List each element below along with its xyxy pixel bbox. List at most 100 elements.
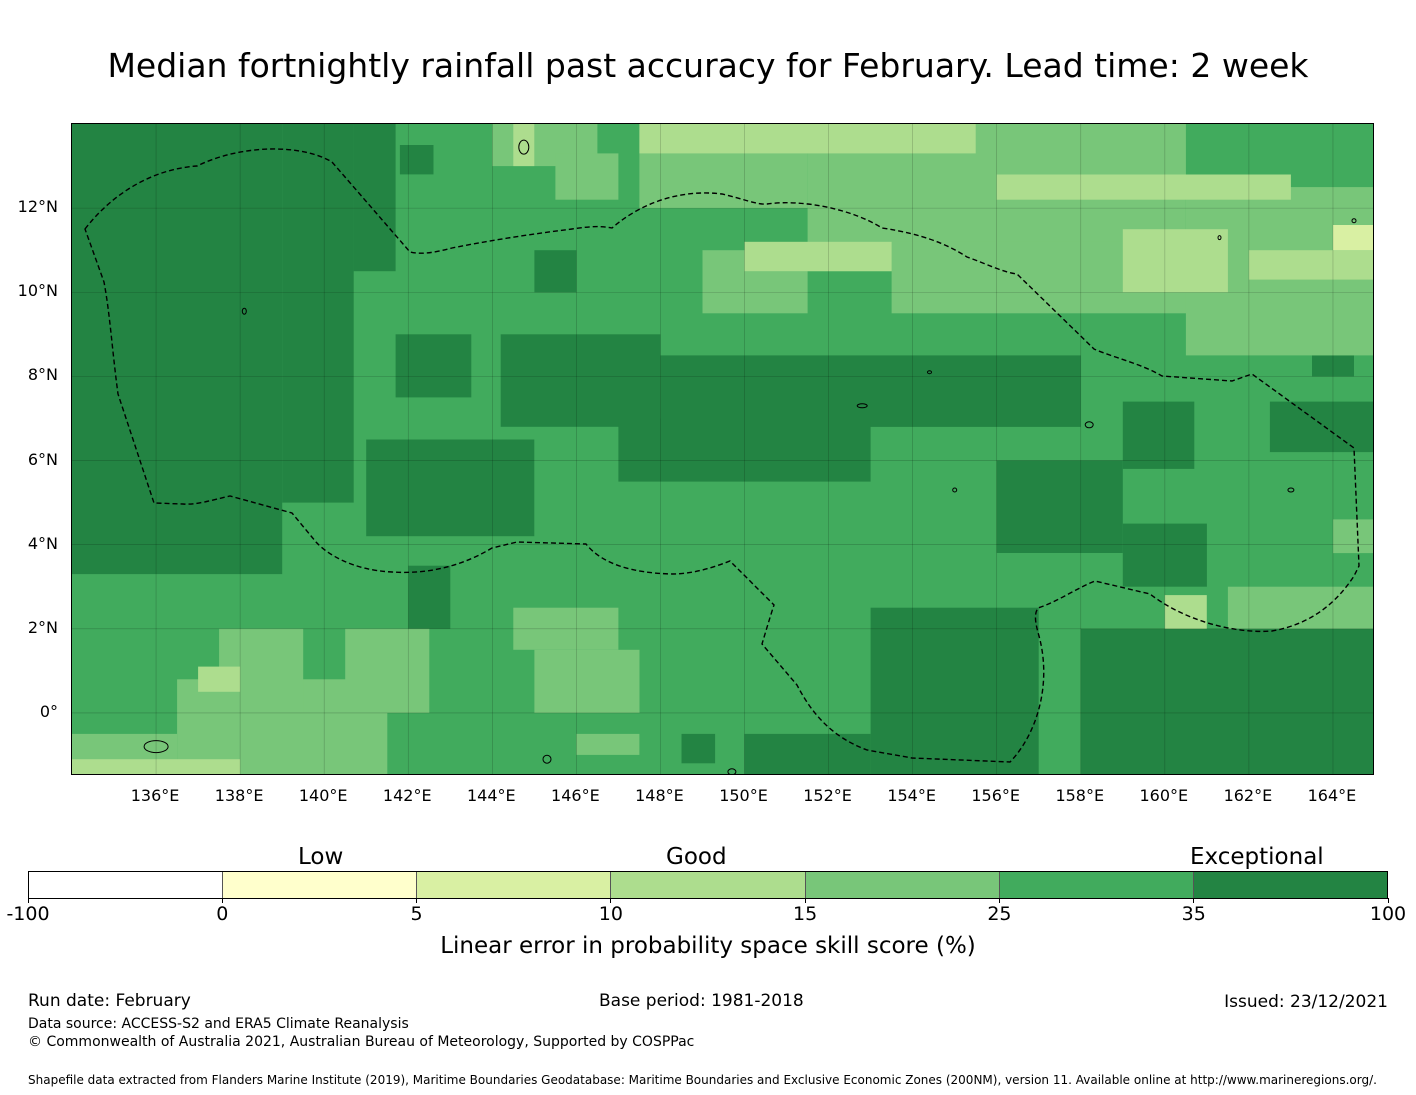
grid-patch-15 (744, 733, 871, 774)
island-outline-11 (952, 487, 958, 493)
map-title: Median fortnightly rainfall past accurac… (107, 46, 1309, 85)
colorbar-segment-6 (1193, 872, 1387, 898)
colorbar-tick-mark (1387, 898, 1389, 903)
colorbar-tick-mark (804, 898, 806, 903)
colorbar-segment-0 (29, 872, 224, 898)
island-outline-7 (727, 768, 737, 774)
grid-patch-26 (555, 153, 619, 200)
island-outline-8 (143, 740, 169, 754)
lon-label: 156°E (971, 786, 1021, 805)
grid-patch-6 (366, 439, 535, 537)
grid-patch-14 (1080, 628, 1373, 774)
grid-patch-12 (408, 565, 451, 629)
colorbar-segment-3 (611, 872, 806, 898)
eez-boundary-line (84, 148, 1360, 763)
grid-patch-17 (399, 145, 434, 175)
colorbar-tick-mark (221, 898, 223, 903)
colorbar-tick-label: 5 (410, 903, 423, 925)
grid-patch-42 (72, 759, 241, 774)
colorbar-tick-mark (1193, 898, 1195, 903)
lon-label: 142°E (382, 786, 432, 805)
colorbar-tick-mark (27, 898, 29, 903)
grid-patch-16 (534, 250, 577, 293)
colorbar-segment-1 (223, 872, 418, 898)
colorbar-segment-5 (999, 872, 1194, 898)
grid-patch-34 (1227, 586, 1373, 629)
grid-patch-33 (576, 733, 640, 755)
grid-patch-11 (1269, 401, 1373, 453)
colorbar-tick-label: -100 (6, 903, 50, 925)
grid-patch-31 (513, 607, 619, 650)
lon-label: 150°E (719, 786, 768, 805)
class-label-low: Low (298, 844, 344, 870)
lat-label: 12°N (17, 197, 58, 217)
class-label-good: Good (666, 844, 727, 870)
colorbar-tick-mark (998, 898, 1000, 903)
colorbar-tick-label: 25 (987, 903, 1012, 925)
lat-label: 2°N (27, 617, 58, 637)
grid-patch-38 (996, 174, 1291, 200)
grid-patch-43 (198, 666, 241, 692)
lon-label: 138°E (214, 786, 264, 805)
grid-patch-45 (1333, 225, 1373, 251)
colorbar-tick-mark (610, 898, 612, 903)
shapefile-credit: Shapefile data extracted from Flanders M… (28, 1073, 1377, 1087)
island-outline-2 (927, 370, 932, 375)
graticule-lines (72, 124, 1373, 774)
grid-patch-41 (513, 124, 535, 167)
grid-patch-1 (282, 124, 354, 503)
colorbar-tick-label: 0 (216, 903, 229, 925)
lat-label: 10°N (17, 281, 58, 301)
grid-patch-8 (996, 460, 1123, 553)
class-label-exceptional: Exceptional (1190, 844, 1324, 870)
grid-patch-30 (345, 628, 430, 713)
grid-patch-40 (1248, 250, 1373, 280)
lon-label: 162°E (1223, 786, 1273, 805)
colorbar-tick-label: 10 (598, 903, 623, 925)
copyright: © Commonwealth of Australia 2021, Austra… (28, 1034, 695, 1050)
data-source: Data source: ACCESS-S2 and ERA5 Climate … (28, 1016, 409, 1032)
lon-label: 152°E (803, 786, 852, 805)
map-canvas (72, 124, 1373, 774)
grid-patch-2 (353, 124, 396, 272)
grid-patch-9 (1122, 401, 1195, 469)
grid-patch-36 (639, 124, 976, 154)
grid-patch-7 (618, 418, 871, 482)
grid-patch-44 (1164, 595, 1207, 629)
grid-patch-35 (1333, 519, 1373, 554)
lon-label: 140°E (298, 786, 348, 805)
grid-patch-10 (1122, 523, 1207, 587)
lon-label: 158°E (1055, 786, 1105, 805)
island-outline-10 (1217, 235, 1222, 241)
issued-date: Issued: 23/12/2021 (1224, 992, 1388, 1012)
island-outline-1 (241, 307, 247, 315)
island-outline-4 (1084, 421, 1094, 429)
island-outline-5 (1287, 487, 1295, 493)
lon-label: 148°E (635, 786, 684, 805)
colorbar-tick-label: 15 (793, 903, 818, 925)
run-date: Run date: February (28, 991, 191, 1011)
lat-label: 8°N (27, 365, 58, 385)
island-outline-3 (856, 403, 868, 409)
lon-label: 144°E (466, 786, 516, 805)
skill-grid-cells (72, 124, 1373, 774)
lon-label: 160°E (1139, 786, 1189, 805)
lat-label: 0° (39, 701, 58, 721)
grid-patch-39 (1122, 229, 1228, 293)
grid-patch-18 (681, 733, 716, 764)
grid-patch-13 (870, 607, 1039, 774)
island-outline-0 (518, 139, 530, 155)
grid-patch-37 (744, 241, 892, 272)
colorbar-tick-mark (416, 898, 418, 903)
lat-label: 4°N (27, 533, 58, 553)
grid-patch-3 (395, 334, 472, 398)
grid-patch-19 (1312, 355, 1354, 377)
colorbar-tick-label: 100 (1369, 903, 1407, 925)
base-period: Base period: 1981-2018 (599, 991, 804, 1011)
colorbar-tick-label: 35 (1181, 903, 1206, 925)
grid-patch-5 (660, 355, 1081, 427)
lon-label: 136°E (130, 786, 180, 805)
grid-patch-32 (534, 649, 640, 713)
lon-label: 146°E (551, 786, 600, 805)
colorbar-segment-2 (417, 872, 612, 898)
